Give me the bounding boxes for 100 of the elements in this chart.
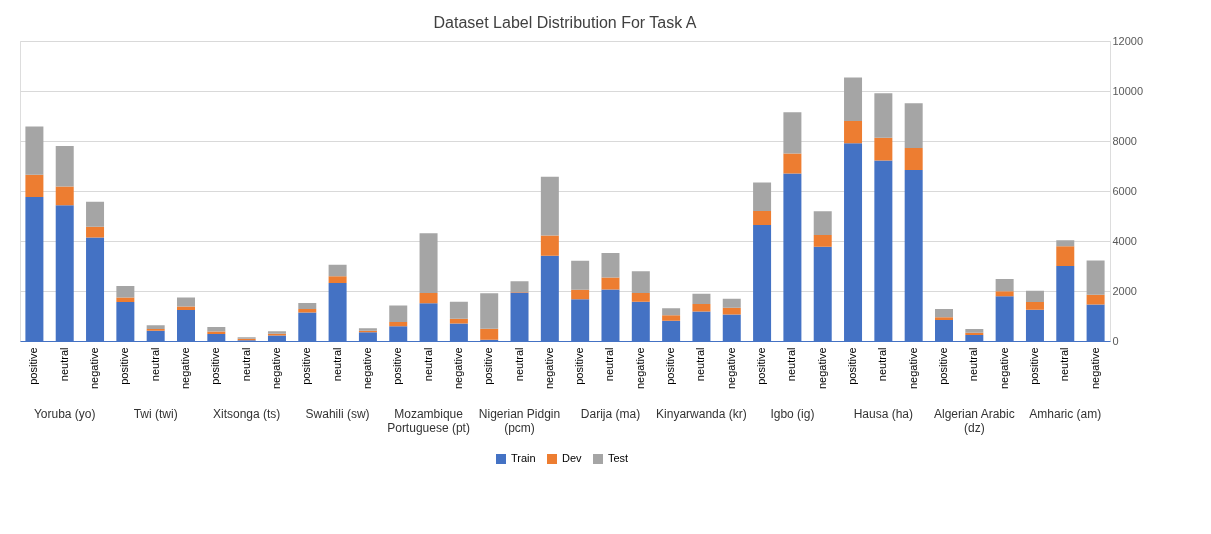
bar (844, 121, 863, 144)
text: Amharic (am) (1029, 407, 1102, 421)
x-tick-label: positive (391, 347, 404, 385)
bar (813, 211, 832, 235)
bar (1056, 240, 1075, 247)
bar (722, 298, 741, 308)
bar (25, 126, 44, 175)
x-tick-label: neutral (57, 347, 70, 382)
x-tick-label: negative (179, 347, 191, 390)
x-tick-label: negative (542, 347, 555, 390)
x-tick-label: negative (906, 347, 919, 390)
bar (419, 293, 438, 304)
bar (753, 182, 772, 211)
text: Twi (twi) (133, 407, 178, 421)
legend-label: Test (608, 452, 629, 464)
bar (86, 201, 105, 227)
bar (631, 293, 650, 302)
x-tick-label: positive (27, 347, 40, 385)
x-tick-label: neutral (1058, 347, 1071, 382)
bar (449, 301, 468, 319)
x-tick-label: positive (1027, 347, 1040, 385)
x-tick-label: negative (88, 347, 101, 390)
bar (601, 277, 620, 290)
x-tick-label: neutral (239, 347, 252, 382)
x-tick-label: negative (815, 347, 828, 390)
x-tick-label: negative (633, 347, 646, 390)
bar (298, 309, 317, 313)
x-tick-label: neutral (421, 347, 434, 382)
bar (995, 279, 1014, 292)
text: Swahili (sw) (305, 407, 370, 421)
y-tick-label: 0 (1112, 334, 1119, 347)
bar (449, 318, 468, 324)
legend-label: Train (511, 452, 536, 464)
x-tick-label: negative (360, 347, 373, 390)
bar (389, 305, 408, 322)
x-tick-label: negative (269, 347, 282, 390)
x-tick-label: positive (755, 347, 768, 385)
x-tick-label: positive (573, 347, 586, 385)
bar (692, 304, 711, 312)
bar (844, 77, 863, 121)
bar (1086, 260, 1105, 295)
x-tick-label: neutral (330, 347, 343, 382)
x-tick-label: positive (937, 347, 949, 385)
bar (298, 303, 317, 309)
bar (995, 291, 1014, 297)
text: Algerian Arabic (dz) (933, 407, 1015, 435)
text: Darija (ma) (580, 407, 641, 421)
bar (328, 276, 347, 283)
x-tick-label: neutral (148, 347, 161, 382)
bar (1025, 290, 1044, 302)
bar (510, 281, 529, 292)
bar (783, 153, 802, 174)
x-tick-label: neutral (694, 347, 707, 382)
bar (86, 226, 105, 238)
y-tick-label: 10000 (1112, 84, 1144, 97)
x-tick-label: negative (451, 347, 464, 390)
bar (662, 308, 681, 316)
y-tick-label: 8000 (1112, 134, 1137, 147)
x-tick-label: neutral (603, 347, 616, 382)
text: Igbo (ig) (770, 407, 815, 421)
bar (540, 235, 559, 256)
bar (601, 253, 620, 278)
text: Nigerian Pidgin (pcm) (478, 407, 561, 435)
bar (904, 148, 923, 170)
bar (874, 137, 893, 161)
text: Hausa (ha) (853, 407, 914, 421)
y-tick-label: 12000 (1112, 34, 1144, 47)
text: Kinyarwanda (kr) (656, 407, 747, 421)
bar (571, 260, 590, 290)
bar (935, 317, 953, 320)
bar (116, 286, 135, 298)
bar (935, 309, 953, 318)
bar (419, 233, 438, 293)
bar (480, 328, 499, 340)
bar (25, 174, 44, 197)
x-tick-label: neutral (512, 347, 525, 382)
bar (813, 235, 832, 247)
bar (1056, 246, 1075, 266)
bar (1086, 294, 1105, 305)
bar (692, 293, 711, 304)
bar (631, 271, 650, 293)
y-tick-label: 4000 (1112, 234, 1137, 247)
bar (328, 264, 347, 277)
x-tick-label: neutral (967, 347, 980, 382)
y-tick-label: 6000 (1112, 184, 1137, 197)
text: Mozambique Portuguese (pt) (387, 407, 470, 435)
bar (722, 307, 741, 315)
x-tick-label: positive (664, 347, 677, 385)
x-tick-label: neutral (876, 347, 889, 382)
x-tick-label: positive (482, 347, 495, 385)
text: Xitsonga (ts) (212, 407, 281, 421)
bar (177, 297, 195, 307)
x-tick-label: negative (724, 347, 737, 390)
bar (55, 146, 74, 187)
bar (571, 289, 590, 300)
bar (540, 176, 559, 236)
x-tick-label: positive (846, 347, 859, 385)
bar (55, 186, 74, 206)
x-tick-label: negative (997, 347, 1010, 390)
bar (389, 322, 408, 327)
